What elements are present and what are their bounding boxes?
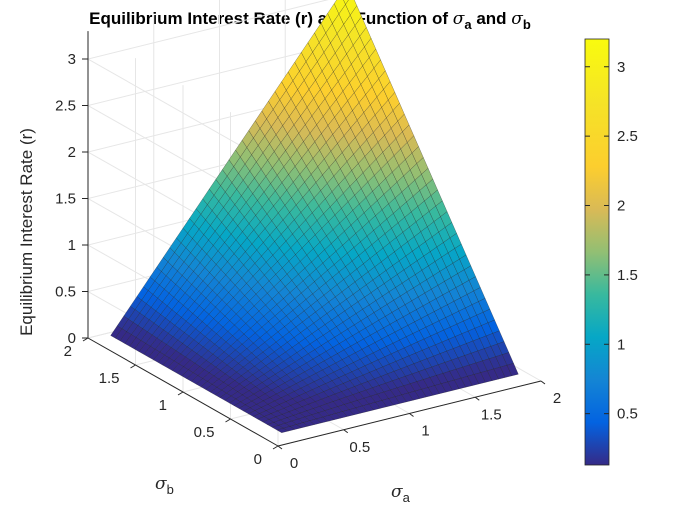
colorbar xyxy=(584,38,610,466)
title-prefix: Equilibrium Interest Rate (r) as a Funct… xyxy=(89,9,453,28)
y-tick-label: 0 xyxy=(254,451,262,468)
y-tick-label: 1.5 xyxy=(99,370,120,387)
x-tick-mark xyxy=(409,413,414,417)
z-tick-label: 1 xyxy=(68,237,76,254)
z-tick-label: 2.5 xyxy=(55,98,76,115)
x-tick-label: 0.5 xyxy=(349,439,370,456)
surface-cell xyxy=(343,0,349,5)
z-tick-label: 3 xyxy=(68,51,76,68)
title-sub-b: b xyxy=(523,17,531,32)
x-tick-mark xyxy=(474,396,480,401)
colorbar-tick-label: 3 xyxy=(617,59,625,76)
title-middle: and xyxy=(472,9,512,28)
y-tick-mark xyxy=(225,418,231,423)
x-tick-label: 0 xyxy=(290,455,298,472)
y-axis-subscript: b xyxy=(167,482,174,497)
y-tick-label: 2 xyxy=(64,343,72,360)
y-tick-label: 0.5 xyxy=(194,424,215,441)
x-axis-label: σa xyxy=(391,482,411,505)
y-tick-mark xyxy=(177,391,184,396)
x-axis-symbol: σ xyxy=(391,482,403,502)
colorbar-tick-label: 1 xyxy=(617,336,625,353)
x-tick-mark xyxy=(343,429,349,434)
y-axis-symbol: σ xyxy=(155,474,167,494)
x-tick-label: 1 xyxy=(421,423,429,440)
z-tick-label: 1.5 xyxy=(55,191,76,208)
y-tick-mark xyxy=(130,364,136,369)
colorbar-tick-label: 2.5 xyxy=(617,128,638,145)
z-tick-label: 2 xyxy=(68,144,76,161)
colorbar-ticks: 0.5 1 1.5 2 2.5 3 xyxy=(585,59,638,423)
title-sub-a: a xyxy=(464,17,472,32)
y-tick-label: 1 xyxy=(159,397,167,414)
surface-mesh xyxy=(110,0,519,433)
z-tick-label: 0.5 xyxy=(55,284,76,301)
z-axis-label: Equilibrium Interest Rate (r) xyxy=(17,128,36,336)
x-tick-label: 1.5 xyxy=(481,406,502,423)
x-tick-label: 2 xyxy=(553,390,561,407)
y-axis-label: σb xyxy=(155,474,174,497)
chart-title: Equilibrium Interest Rate (r) as a Funct… xyxy=(89,9,531,32)
colorbar-tick-label: 0.5 xyxy=(617,406,638,423)
x-axis-subscript: a xyxy=(403,490,411,505)
x-tick-mark xyxy=(277,445,283,450)
surface-cell xyxy=(506,363,519,377)
z-tick-label: 0 xyxy=(68,330,76,347)
colorbar-tick-label: 2 xyxy=(617,198,625,215)
title-sigma-b: σ xyxy=(511,9,523,29)
title-sigma-a: σ xyxy=(453,9,465,29)
y-tick-mark xyxy=(272,445,279,450)
x-tick-mark xyxy=(540,380,546,385)
colorbar-tick-label: 1.5 xyxy=(617,267,638,284)
